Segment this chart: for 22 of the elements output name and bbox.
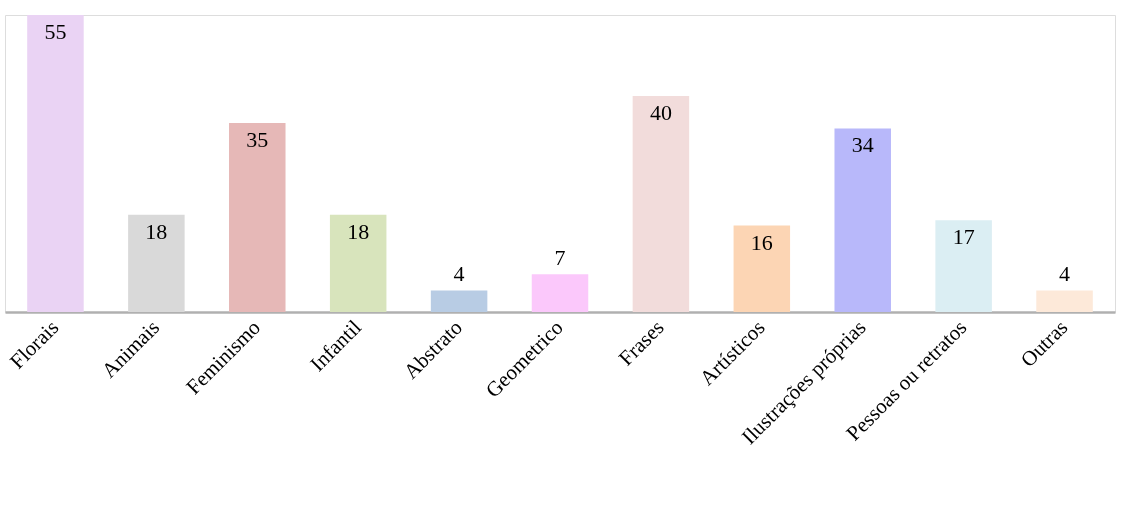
bar [27, 15, 84, 312]
data-label: 7 [554, 245, 566, 271]
data-label: 55 [44, 19, 67, 44]
bar [733, 225, 791, 312]
data-label: 4 [453, 261, 465, 287]
bar [632, 96, 690, 312]
bar [430, 290, 488, 312]
data-label: 18 [145, 218, 168, 244]
bar [834, 128, 891, 312]
data-label: 34 [851, 132, 874, 158]
bar [531, 274, 589, 312]
bar [1036, 290, 1093, 312]
data-label: 17 [952, 224, 975, 250]
data-label: 40 [649, 100, 672, 125]
data-label: 35 [246, 127, 269, 152]
bar [329, 214, 387, 312]
bar [935, 220, 992, 312]
bar [229, 123, 286, 312]
data-label: 16 [750, 229, 773, 255]
bar [128, 214, 185, 312]
data-label: 18 [347, 218, 370, 244]
data-label: 4 [1059, 261, 1071, 287]
